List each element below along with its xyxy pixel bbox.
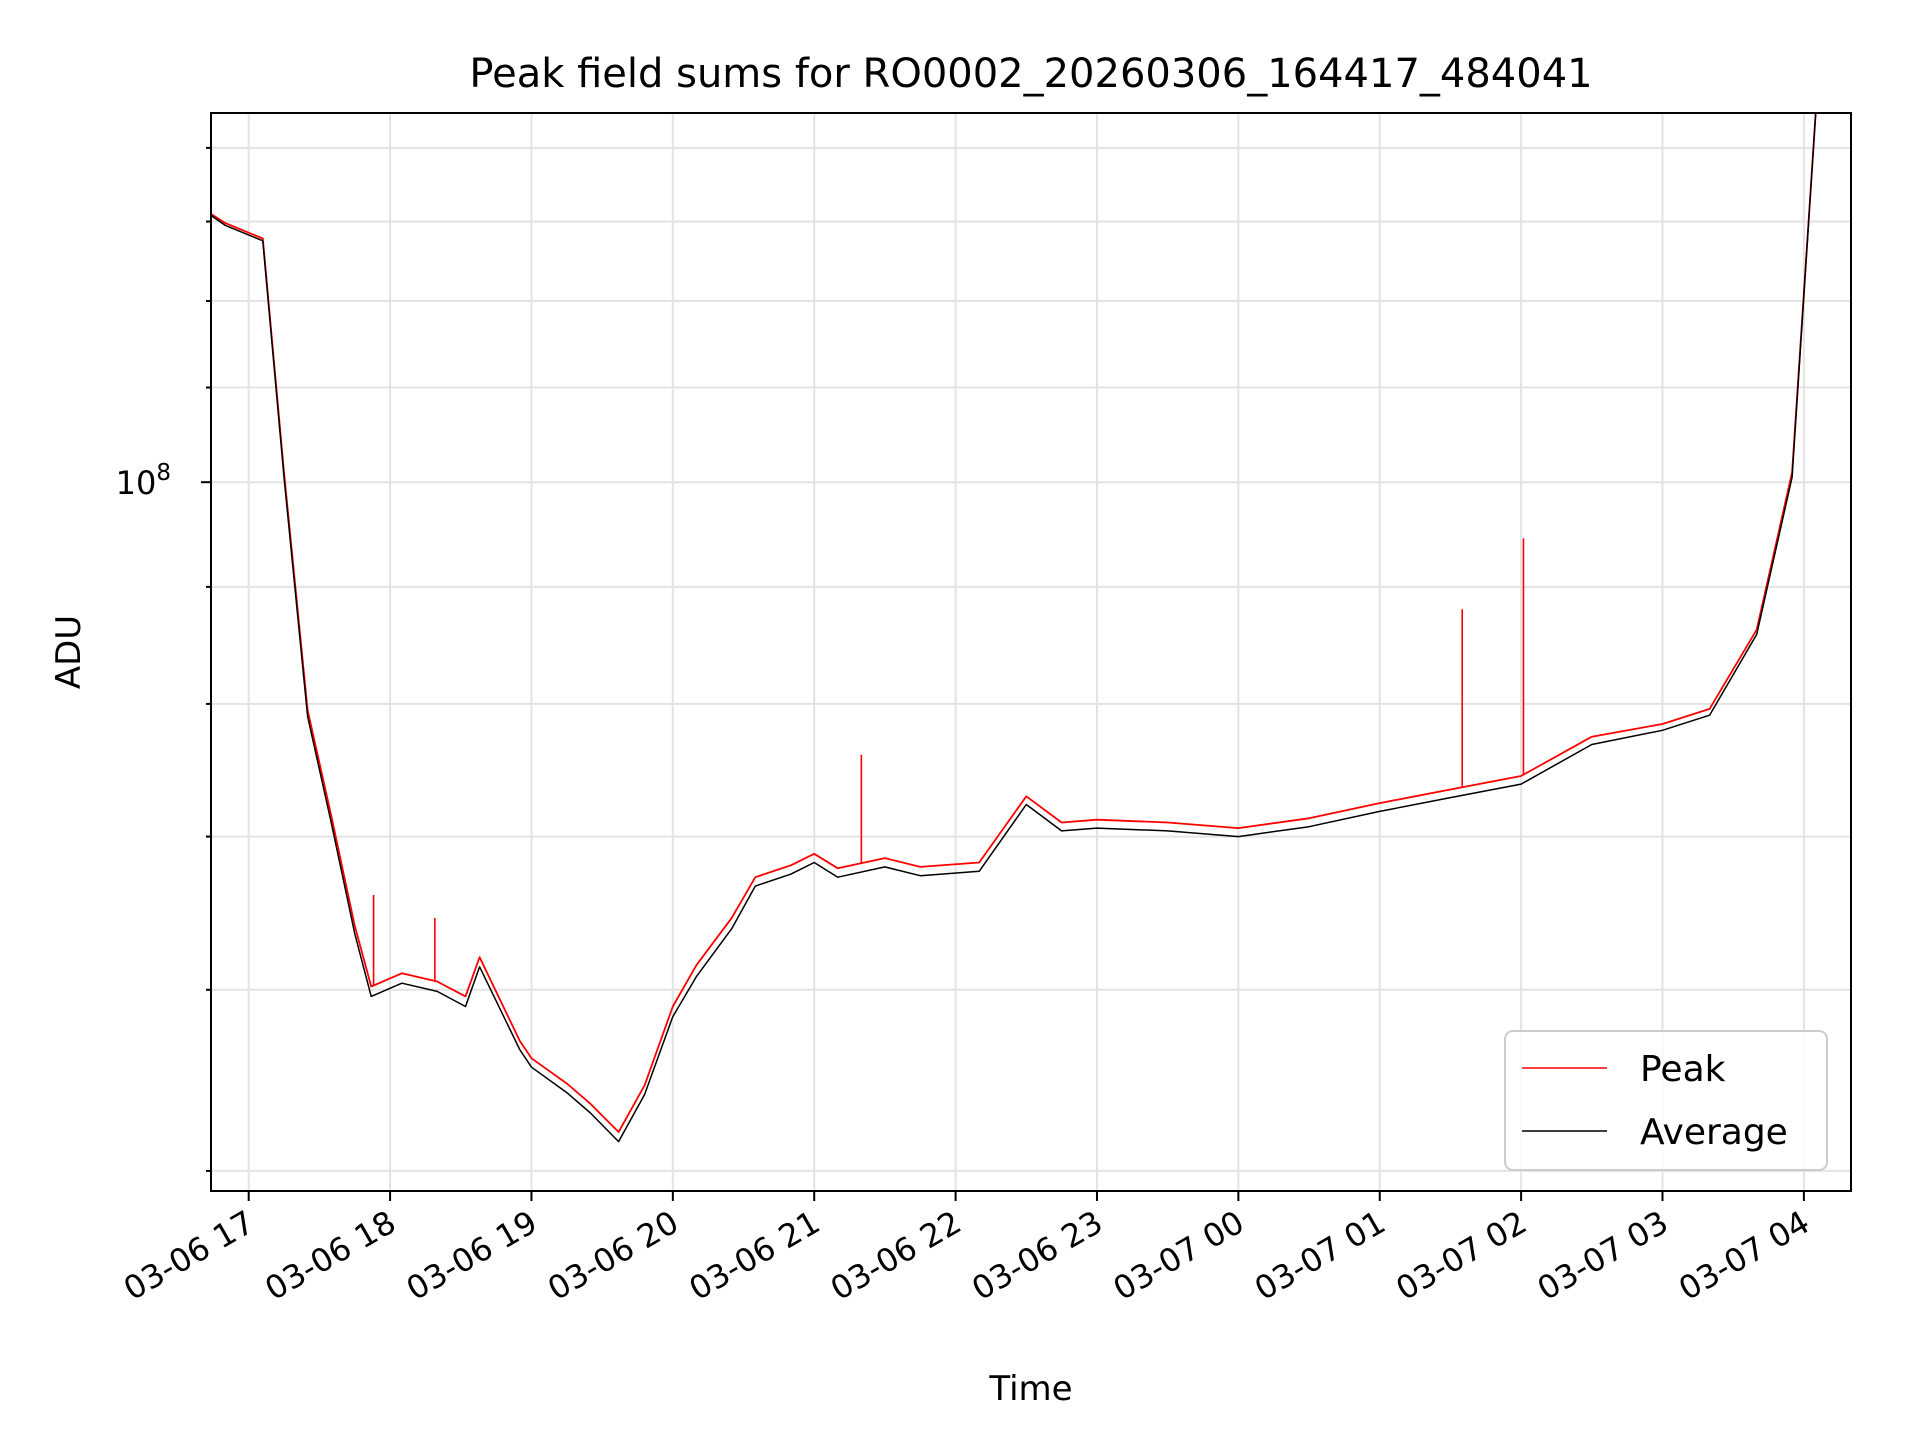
x-tick-label: 03-06 17 bbox=[117, 1203, 261, 1308]
legend-box bbox=[1504, 1030, 1828, 1171]
x-tick-label: 03-06 20 bbox=[541, 1203, 685, 1308]
chart-title: Peak field sums for RO0002_20260306_1644… bbox=[469, 51, 1592, 97]
x-tick-label: 03-06 18 bbox=[258, 1203, 402, 1308]
y-axis-ticks: 108 bbox=[116, 146, 211, 1172]
grid-lines bbox=[211, 113, 1851, 1191]
x-tick-label: 03-06 22 bbox=[824, 1203, 968, 1308]
y-tick-label: 108 bbox=[116, 460, 171, 502]
legend-label-peak: Peak bbox=[1640, 1049, 1726, 1090]
y-axis-label: ADU bbox=[49, 615, 89, 689]
x-tick-label: 03-07 00 bbox=[1107, 1203, 1251, 1308]
x-tick-label: 03-07 02 bbox=[1390, 1203, 1534, 1308]
plot-area-frame bbox=[210, 112, 1852, 1192]
x-tick-label: 03-06 21 bbox=[683, 1203, 827, 1308]
series-line-peak bbox=[211, 113, 1817, 1133]
x-tick-label: 03-06 23 bbox=[965, 1203, 1109, 1308]
series-line-average bbox=[211, 113, 1817, 1143]
x-tick-label: 03-07 03 bbox=[1531, 1203, 1675, 1308]
x-tick-label: 03-07 04 bbox=[1672, 1203, 1816, 1308]
legend: Peak Average bbox=[1504, 1030, 1828, 1171]
x-axis-label: Time bbox=[988, 1369, 1072, 1409]
x-tick-label: 03-07 01 bbox=[1248, 1203, 1392, 1308]
x-tick-label: 03-06 19 bbox=[400, 1203, 544, 1308]
legend-label-average: Average bbox=[1640, 1112, 1788, 1153]
series-lines bbox=[211, 113, 1817, 1143]
